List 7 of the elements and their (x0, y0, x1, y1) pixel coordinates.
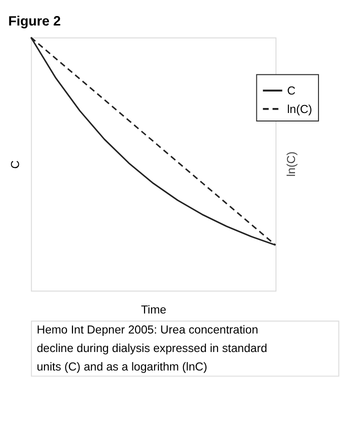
legend-label: ln(C) (287, 104, 312, 116)
chart-title: Figure 2 (8, 14, 61, 29)
legend-label: C (287, 85, 296, 98)
y-axis-title: C (10, 160, 22, 169)
y2-axis-title: ln(C) (286, 151, 298, 177)
x-axis-title: Time (141, 304, 166, 316)
text: Hemo Int Depner 2005: Urea concentration decline during dialysis expressed in standard units (C) and as a logarithm (lnC) (36, 324, 268, 374)
